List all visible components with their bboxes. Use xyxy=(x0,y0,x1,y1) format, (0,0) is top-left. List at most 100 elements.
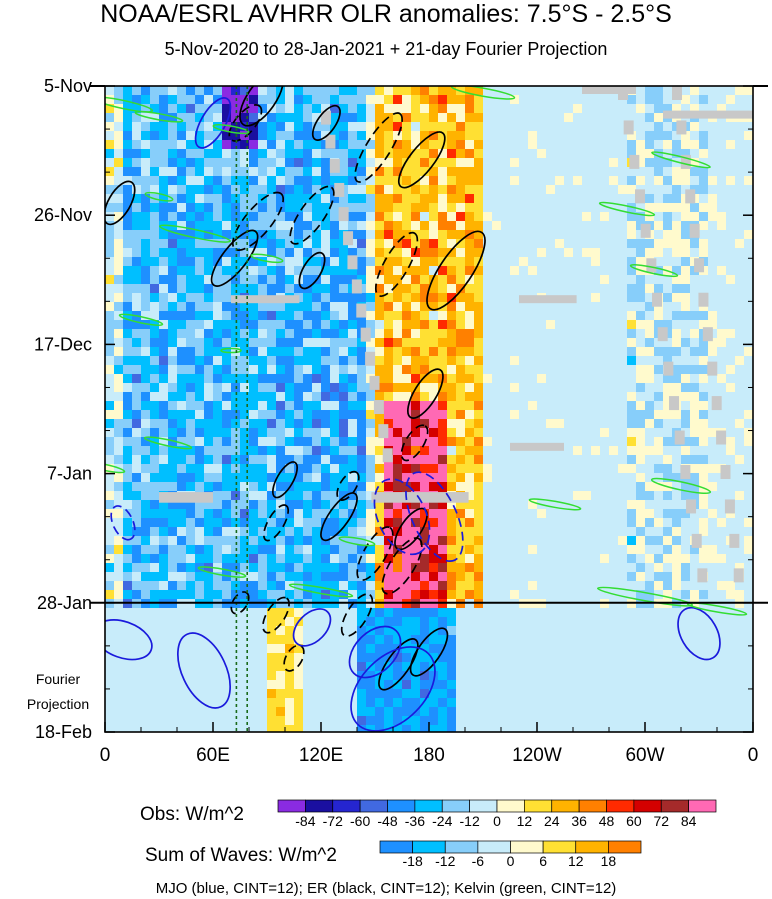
field-cell xyxy=(186,95,196,105)
field-cell xyxy=(591,122,601,132)
field-cell xyxy=(672,212,682,222)
field-cell xyxy=(528,572,538,582)
field-cell xyxy=(699,590,709,600)
field-cell xyxy=(699,140,709,150)
field-cell xyxy=(249,320,259,330)
field-cell xyxy=(726,266,736,276)
field-cell xyxy=(123,428,133,438)
field-cell xyxy=(258,95,268,105)
field-cell xyxy=(708,176,718,186)
field-cell xyxy=(708,140,718,150)
field-cell xyxy=(312,113,322,123)
field-cell xyxy=(249,311,259,321)
field-cell xyxy=(330,491,340,501)
field-cell xyxy=(645,293,655,303)
field-cell xyxy=(123,527,133,537)
field-cell xyxy=(204,167,214,177)
field-cell xyxy=(267,311,277,321)
field-cell xyxy=(366,518,376,528)
field-cell xyxy=(654,437,664,447)
field-cell xyxy=(150,572,160,582)
field-cell xyxy=(276,446,286,456)
field-cell xyxy=(537,455,547,465)
field-cell xyxy=(429,176,439,186)
field-cell xyxy=(240,464,250,474)
field-cell xyxy=(150,329,160,339)
field-cell xyxy=(204,374,214,384)
field-cell xyxy=(294,383,304,393)
field-cell xyxy=(537,329,547,339)
field-cell xyxy=(708,104,718,114)
field-cell xyxy=(213,356,223,366)
field-cell xyxy=(159,509,169,519)
field-cell xyxy=(384,302,394,312)
field-cell xyxy=(438,149,448,159)
field-cell xyxy=(339,689,349,699)
field-cell xyxy=(141,266,151,276)
field-cell xyxy=(591,257,601,267)
field-cell xyxy=(159,149,169,159)
field-cell xyxy=(123,446,133,456)
field-cell xyxy=(609,509,619,519)
field-cell xyxy=(609,653,619,663)
field-cell xyxy=(438,221,448,231)
field-cell xyxy=(501,437,511,447)
field-cell xyxy=(321,482,331,492)
field-cell xyxy=(105,302,115,312)
field-cell xyxy=(699,104,709,114)
field-cell xyxy=(375,536,385,546)
field-cell xyxy=(177,680,187,690)
field-cell xyxy=(546,455,556,465)
field-cell xyxy=(303,545,313,555)
field-cell xyxy=(249,644,259,654)
field-cell xyxy=(186,293,196,303)
field-cell xyxy=(411,392,421,402)
field-cell xyxy=(321,158,331,168)
field-cell xyxy=(105,356,115,366)
field-cell xyxy=(330,239,340,249)
field-cell xyxy=(114,356,124,366)
field-cell xyxy=(132,662,142,672)
field-cell xyxy=(195,113,205,123)
field-cell xyxy=(591,563,601,573)
field-cell xyxy=(618,518,628,528)
field-cell xyxy=(645,338,655,348)
field-cell xyxy=(105,455,115,465)
field-cell xyxy=(465,608,475,618)
field-cell xyxy=(447,194,457,204)
field-cell xyxy=(744,455,753,465)
field-cell xyxy=(528,86,538,96)
field-cell xyxy=(600,572,610,582)
field-cell xyxy=(357,230,367,240)
field-cell xyxy=(627,338,637,348)
field-cell xyxy=(483,554,493,564)
field-cell xyxy=(717,185,727,195)
field-cell xyxy=(123,473,133,483)
field-cell xyxy=(168,293,178,303)
field-cell xyxy=(168,311,178,321)
field-cell xyxy=(465,680,475,690)
field-cell xyxy=(123,671,133,681)
field-cell xyxy=(672,635,682,645)
field-cell xyxy=(465,104,475,114)
field-cell xyxy=(582,284,592,294)
field-cell xyxy=(375,500,385,510)
field-cell xyxy=(564,248,574,258)
field-cell xyxy=(375,347,385,357)
field-cell xyxy=(204,518,214,528)
field-cell xyxy=(744,365,753,375)
field-cell xyxy=(177,563,187,573)
field-cell xyxy=(249,635,259,645)
field-cell xyxy=(699,302,709,312)
field-cell xyxy=(564,518,574,528)
field-cell xyxy=(258,698,268,708)
field-cell xyxy=(267,707,277,717)
field-cell xyxy=(204,275,214,285)
field-cell xyxy=(375,437,385,447)
field-cell xyxy=(177,266,187,276)
field-cell xyxy=(141,455,151,465)
field-cell xyxy=(222,284,232,294)
field-cell xyxy=(312,410,322,420)
field-cell xyxy=(456,113,466,123)
field-cell xyxy=(591,455,601,465)
